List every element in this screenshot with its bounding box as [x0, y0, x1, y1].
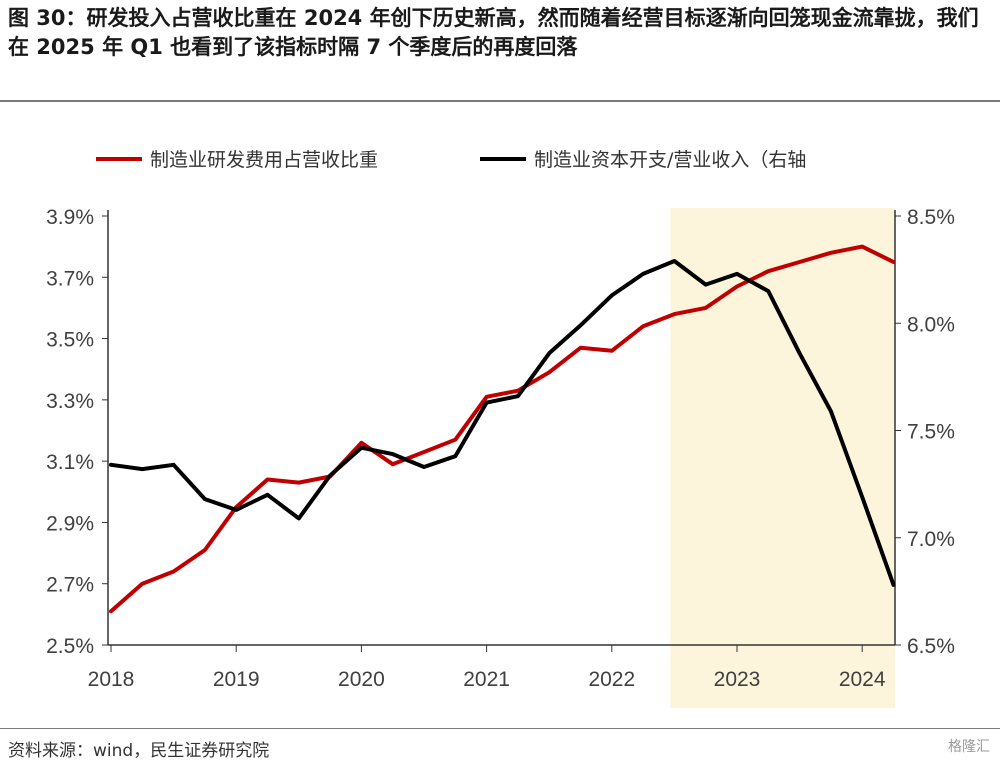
tick-labels: 3.9% 3.7% 3.5% 3.3% 3.1% 2.9% 2.7% 2.5% 8.5% 8.0%…: [46, 206, 955, 691]
y-left-tick-label: 2.9%: [46, 512, 94, 535]
x-tick-label: 2019: [213, 668, 260, 691]
x-tick-label: 2022: [588, 668, 635, 691]
y-right-tick-label: 7.0%: [907, 528, 955, 551]
x-tick-label: 2021: [463, 668, 510, 691]
legend-label-rd-ratio: 制造业研发费用占营收比重: [150, 149, 378, 171]
chart-legend: 制造业研发费用占营收比重 制造业资本开支/营业收入（右轴: [96, 149, 806, 171]
y-left-tick-label: 2.7%: [46, 574, 94, 597]
y-right-tick-label: 8.0%: [907, 313, 955, 336]
top-divider: [0, 100, 1000, 102]
y-left-tick-label: 3.9%: [46, 206, 94, 229]
x-tick-label: 2020: [338, 668, 385, 691]
legend-label-capex-ratio: 制造业资本开支/营业收入（右轴: [534, 149, 806, 171]
watermark-logo: 格隆汇: [948, 739, 990, 755]
series-line-rd-ratio: [109, 244, 896, 614]
x-tick-label: 2024: [839, 668, 886, 691]
axes: [102, 210, 901, 652]
y-left-tick-label: 3.5%: [46, 329, 94, 352]
bottom-divider: [0, 728, 1000, 729]
y-left-tick-label: 3.3%: [46, 390, 94, 413]
source-note: 资料来源：wind，民生证券研究院: [8, 741, 270, 761]
y-right-tick-label: 7.5%: [907, 421, 955, 444]
series-group: [109, 244, 896, 614]
y-right-tick-label: 8.5%: [907, 206, 955, 229]
highlight-region: [670, 208, 895, 708]
y-left-tick-label: 3.1%: [46, 451, 94, 474]
x-tick-label: 2018: [88, 668, 135, 691]
y-right-tick-label: 6.5%: [907, 635, 955, 658]
series-line-capex-ratio: [109, 259, 896, 587]
y-left-tick-label: 2.5%: [46, 635, 94, 658]
x-tick-label: 2023: [714, 668, 761, 691]
y-left-tick-label: 3.7%: [46, 267, 94, 290]
figure-title: 图 30：研发投入占营收比重在 2024 年创下历史新高，然而随着经营目标逐渐向…: [8, 6, 979, 59]
